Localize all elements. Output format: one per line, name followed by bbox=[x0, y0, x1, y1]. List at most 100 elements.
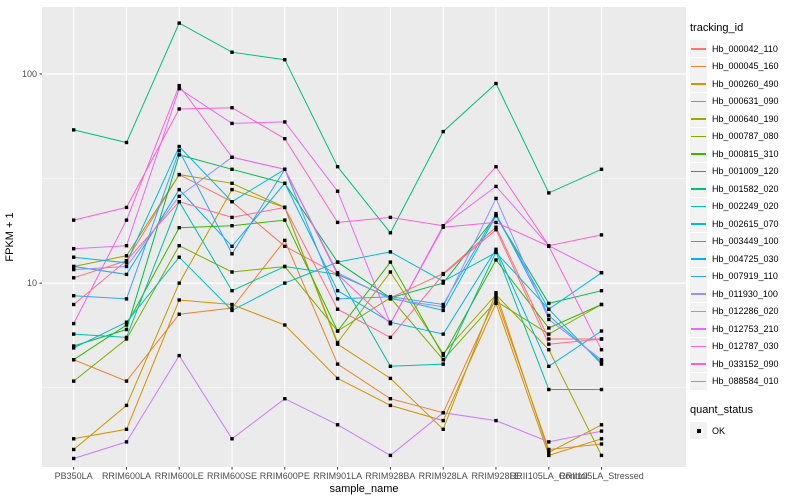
data-point bbox=[124, 327, 129, 332]
data-point bbox=[388, 260, 393, 264]
data-point bbox=[177, 353, 181, 358]
data-point bbox=[599, 453, 604, 458]
data-point bbox=[441, 362, 445, 366]
data-point bbox=[388, 215, 393, 220]
legend-key-icon bbox=[690, 40, 707, 58]
x-axis-title: sample_name bbox=[329, 483, 398, 495]
legend-item-label: OK bbox=[712, 425, 726, 436]
legend-item: Hb_012286_020 bbox=[690, 302, 798, 321]
data-point bbox=[599, 348, 604, 352]
data-point bbox=[124, 427, 129, 431]
legend-item: Hb_000640_190 bbox=[690, 110, 798, 128]
data-point bbox=[494, 418, 498, 423]
data-point bbox=[547, 364, 551, 368]
data-point bbox=[283, 167, 287, 171]
data-point bbox=[177, 194, 181, 198]
data-point bbox=[124, 272, 129, 277]
series-color-line-icon bbox=[691, 328, 706, 330]
legend-key-icon bbox=[690, 110, 707, 128]
series-color-line-icon bbox=[691, 205, 706, 207]
series-color-line-icon bbox=[691, 380, 706, 382]
data-point bbox=[335, 423, 340, 427]
series-color-line-icon bbox=[691, 100, 706, 102]
legend-item: Hb_000260_490 bbox=[690, 75, 798, 93]
data-point bbox=[599, 423, 604, 427]
data-point bbox=[335, 272, 340, 277]
data-point bbox=[283, 181, 287, 185]
data-point bbox=[599, 442, 604, 446]
data-point bbox=[177, 83, 181, 88]
legend-item-label: Hb_011930_100 bbox=[712, 288, 778, 299]
data-point bbox=[388, 231, 393, 235]
data-point bbox=[72, 344, 76, 348]
data-point bbox=[547, 313, 551, 318]
series-color-line-icon bbox=[691, 258, 706, 260]
legend-key-icon bbox=[690, 162, 707, 180]
x-tick-label: RRIM600LE bbox=[155, 471, 204, 481]
data-point bbox=[599, 302, 604, 307]
legend-item: Hb_003449_100 bbox=[690, 232, 798, 251]
data-point bbox=[177, 312, 181, 316]
legend-item-label: Hb_002249_020 bbox=[712, 201, 779, 212]
data-point bbox=[124, 205, 129, 210]
legend-item-label: Hb_004725_030 bbox=[712, 253, 779, 264]
y-tick-label: 10 bbox=[27, 278, 37, 288]
legend-item: Hb_001582_020 bbox=[690, 180, 798, 198]
legend-key-icon bbox=[690, 145, 707, 163]
data-point bbox=[547, 244, 551, 248]
data-point bbox=[72, 447, 76, 452]
data-point bbox=[547, 387, 551, 392]
data-point bbox=[388, 397, 393, 401]
legend-item-label: Hb_007919_110 bbox=[712, 271, 778, 282]
legend-item-label: Hb_000631_090 bbox=[712, 96, 779, 107]
data-point bbox=[441, 272, 445, 277]
data-point bbox=[494, 299, 498, 303]
x-tick-label: RRII105LA_Stressed bbox=[559, 471, 644, 481]
series-color-line-icon bbox=[691, 153, 706, 155]
legend-item-label: Hb_001009_120 bbox=[712, 166, 779, 177]
legend-item-label: Hb_002615_070 bbox=[712, 218, 779, 229]
legend-item-label: Hb_000815_310 bbox=[712, 148, 779, 159]
legend-quant-items: OK bbox=[690, 422, 798, 440]
data-point bbox=[494, 211, 498, 216]
data-point bbox=[599, 329, 604, 333]
data-point bbox=[230, 187, 234, 192]
data-point bbox=[441, 353, 445, 358]
data-point bbox=[177, 21, 181, 25]
legend-key-icon bbox=[690, 92, 707, 110]
data-point bbox=[72, 332, 76, 336]
x-tick-label: RRIM928LE bbox=[471, 471, 520, 481]
data-point bbox=[441, 302, 445, 307]
series-color-line-icon bbox=[691, 363, 706, 365]
data-point bbox=[335, 307, 340, 311]
data-point bbox=[599, 271, 604, 275]
data-point bbox=[547, 453, 551, 458]
data-point bbox=[72, 255, 76, 259]
data-point bbox=[494, 301, 498, 306]
data-point bbox=[72, 264, 76, 269]
x-tick-label: RRIM928LA bbox=[419, 471, 468, 481]
data-point bbox=[494, 184, 498, 189]
legend-item-label: Hb_012787_030 bbox=[712, 341, 779, 352]
data-point bbox=[283, 264, 287, 269]
data-point bbox=[547, 332, 551, 336]
data-point bbox=[72, 456, 76, 461]
data-point bbox=[441, 281, 445, 285]
data-point bbox=[494, 296, 498, 300]
legend-key-icon bbox=[690, 250, 707, 268]
data-point bbox=[72, 437, 76, 441]
y-tick-label: 100 bbox=[22, 69, 37, 79]
legend-item: Hb_002615_070 bbox=[690, 215, 798, 233]
legend-key-icon bbox=[690, 75, 707, 93]
data-point bbox=[283, 205, 287, 210]
series-color-line-icon bbox=[691, 48, 706, 50]
legend-item: Hb_001009_120 bbox=[690, 162, 798, 181]
data-point bbox=[599, 289, 604, 293]
legend-key-icon bbox=[690, 355, 707, 373]
y-axis-title: FPKM + 1 bbox=[4, 212, 16, 261]
legend-key-icon bbox=[690, 127, 707, 145]
data-point bbox=[72, 358, 76, 362]
data-point bbox=[177, 87, 181, 91]
data-point bbox=[388, 321, 393, 326]
data-point bbox=[335, 289, 340, 293]
